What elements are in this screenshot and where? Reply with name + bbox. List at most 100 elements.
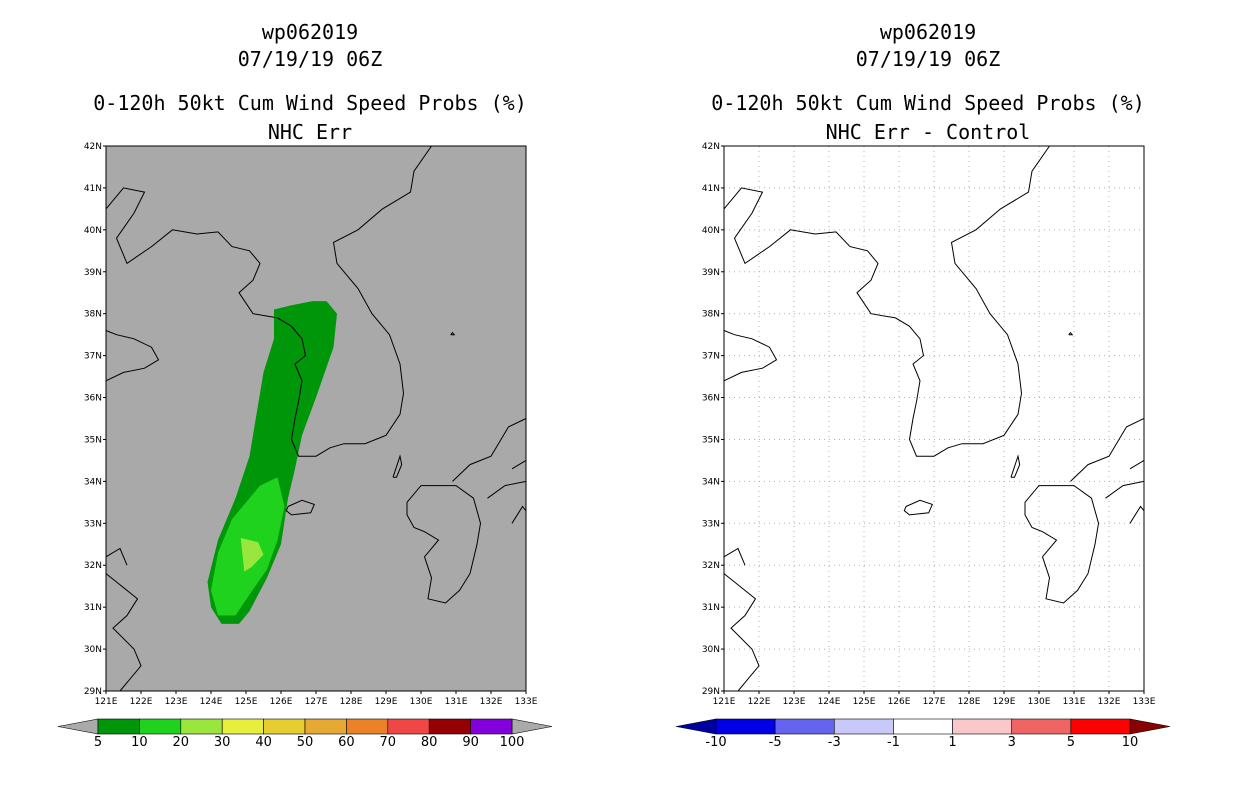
lon-label: 130E <box>410 697 433 707</box>
left-colorbar-low-arrow <box>57 718 99 735</box>
lon-label: 126E <box>888 697 911 707</box>
lon-label: 129E <box>375 697 398 707</box>
left-colorbar-swatch <box>387 718 430 735</box>
coastline <box>511 505 527 524</box>
lat-label: 37N <box>702 352 720 362</box>
map-background <box>724 146 1144 691</box>
left-colorbar-swatch <box>428 718 471 735</box>
left-colorbar-swatch <box>221 718 264 735</box>
left-colorbar-label: 100 <box>499 735 525 750</box>
lat-label: 35N <box>702 435 720 445</box>
right-title-datetime: 07/19/19 06Z <box>855 47 1001 71</box>
left-colorbar-label: 90 <box>462 735 479 750</box>
lat-label: 40N <box>84 226 102 236</box>
lon-label: 127E <box>305 697 328 707</box>
lon-label: 133E <box>1133 697 1156 707</box>
lon-label: 131E <box>445 697 468 707</box>
coastline <box>285 499 315 516</box>
lon-label: 133E <box>515 697 538 707</box>
coastline <box>723 145 1050 457</box>
coastline <box>1068 331 1074 336</box>
left-title-subtitle: NHC Err <box>267 120 353 144</box>
lon-label: 131E <box>1063 697 1086 707</box>
lon-label: 132E <box>480 697 503 707</box>
left-colorbar-label: 10 <box>131 735 148 750</box>
coastline <box>1129 459 1145 470</box>
right-colorbar-high-arrow <box>1129 718 1171 735</box>
lon-label: 125E <box>853 697 876 707</box>
right-colorbar-swatch <box>833 718 894 735</box>
coastline <box>1105 480 1145 499</box>
lat-label: 38N <box>702 310 720 320</box>
lat-label: 34N <box>84 477 102 487</box>
left-title-product: 0-120h 50kt Cum Wind Speed Probs (%) <box>93 91 527 115</box>
left-colorbar-swatch <box>263 718 306 735</box>
left-colorbar-swatch <box>470 718 513 735</box>
lat-label: 33N <box>84 519 102 529</box>
lon-label: 132E <box>1098 697 1121 707</box>
lon-label: 122E <box>748 697 771 707</box>
coastline <box>1070 418 1145 482</box>
lat-label: 32N <box>702 561 720 571</box>
lat-label: 31N <box>84 603 102 613</box>
lon-label: 121E <box>713 697 736 707</box>
left-colorbar-label: 40 <box>255 735 272 750</box>
lat-label: 38N <box>84 310 102 320</box>
lon-label: 128E <box>958 697 981 707</box>
right-colorbar-label: 3 <box>1007 735 1016 750</box>
right-colorbar-label: -3 <box>827 735 841 750</box>
map-background <box>106 146 526 691</box>
right-colorbar-label: 1 <box>948 735 957 750</box>
coastline <box>105 573 142 692</box>
lon-label: 128E <box>340 697 363 707</box>
coastline <box>392 454 403 478</box>
left-colorbar-swatch <box>346 718 389 735</box>
left-colorbar-label: 5 <box>93 735 103 750</box>
lat-label: 39N <box>84 268 102 278</box>
coastline <box>105 145 432 457</box>
coastline <box>452 418 527 482</box>
lat-label: 40N <box>702 226 720 236</box>
left-colorbar-swatch <box>180 718 223 735</box>
left-colorbar-swatch <box>304 718 347 735</box>
lat-label: 35N <box>84 435 102 445</box>
right-colorbar-label: 5 <box>1066 735 1075 750</box>
left-colorbar-high-arrow <box>511 718 553 735</box>
right-colorbar-swatch <box>952 718 1013 735</box>
coastline <box>723 573 760 692</box>
right-map-group: 42N 41N 40N 39N 38N 37N 36N 35N 34N 33N 32N 31N 30N 2… <box>702 142 1156 707</box>
lon-label: 125E <box>235 697 258 707</box>
right-title-subtitle: NHC Err - Control <box>825 120 1031 144</box>
lat-label: 30N <box>84 645 102 655</box>
left-colorbar <box>57 718 553 735</box>
coastline <box>723 547 746 566</box>
lon-label: 130E <box>1028 697 1051 707</box>
lat-label: 42N <box>702 142 720 152</box>
lon-label: 127E <box>923 697 946 707</box>
coastline <box>1129 505 1145 524</box>
right-title-storm-id: wp062019 <box>879 20 977 44</box>
lat-label: 34N <box>702 477 720 487</box>
left-colorbar-label: 80 <box>420 735 438 750</box>
lon-label: 124E <box>818 697 841 707</box>
lat-label: 39N <box>702 268 720 278</box>
lat-label: 36N <box>84 394 102 404</box>
left-colorbar-label: 20 <box>172 735 190 750</box>
coastline <box>511 459 527 470</box>
left-title-datetime: 07/19/19 06Z <box>237 47 383 71</box>
lat-label: 32N <box>84 561 102 571</box>
right-colorbar-swatch <box>893 718 953 735</box>
right-colorbar-swatch <box>715 718 776 735</box>
coastline <box>105 547 128 566</box>
lon-label: 123E <box>165 697 188 707</box>
lat-label: 37N <box>84 352 102 362</box>
left-map-group: 42N 41N 40N 39N 38N 37N 36N 35N 34N 33N 32N 31N 30N 2… <box>84 142 538 707</box>
left-colorbar-label: 70 <box>379 735 397 750</box>
right-colorbar-label: 10 <box>1121 735 1139 750</box>
right-colorbar-label: -1 <box>886 735 900 750</box>
lon-label: 124E <box>200 697 223 707</box>
lon-label: 129E <box>993 697 1016 707</box>
lon-label: 122E <box>130 697 153 707</box>
lon-label: 121E <box>95 697 118 707</box>
